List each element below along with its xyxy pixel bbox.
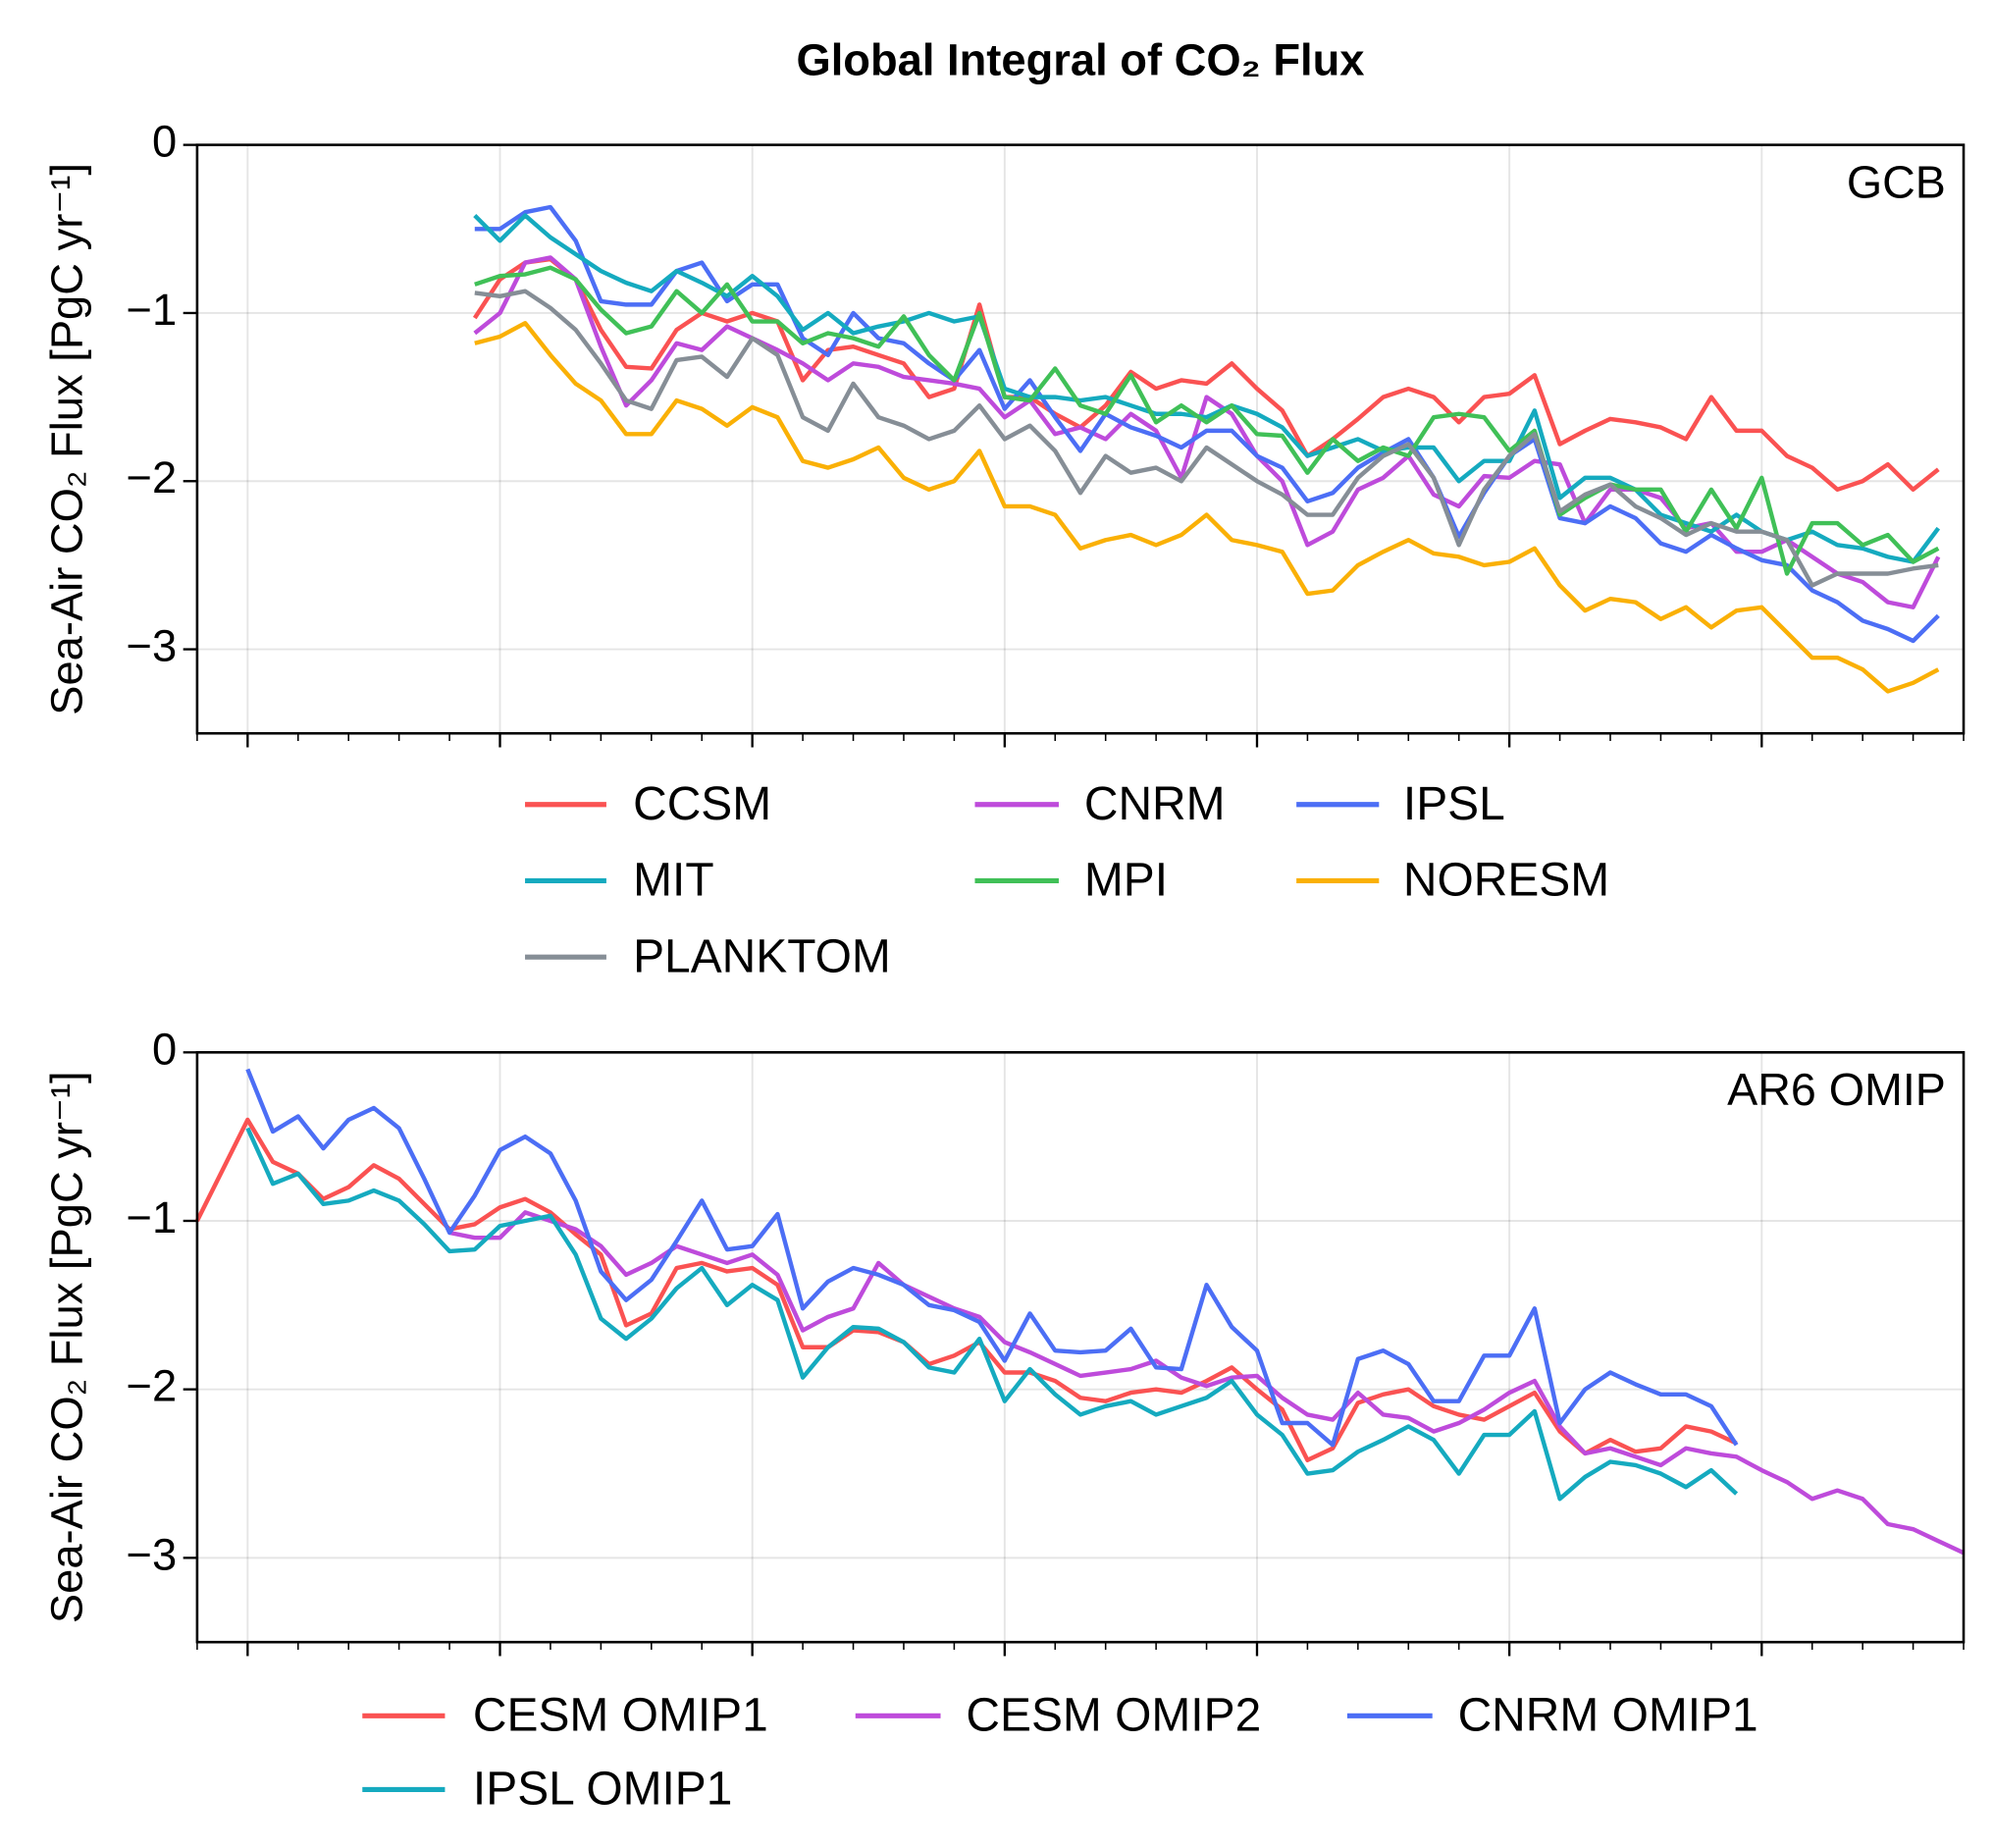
series-line — [474, 265, 1940, 576]
legend-label: IPSL — [1403, 778, 1505, 830]
series-line — [245, 1068, 1739, 1448]
y-tick-label: −2 — [127, 452, 178, 502]
y-axis-label: Sea-Air CO₂ Flux [PgC yr⁻¹] — [41, 1071, 91, 1623]
legend-label: NORESM — [1403, 855, 1609, 907]
axes-frame — [195, 1051, 1966, 1644]
figure-title: Global Integral of CO₂ Flux — [796, 35, 1364, 85]
y-tick-label: 0 — [152, 117, 177, 167]
legend-label: CESM OMIP2 — [966, 1690, 1261, 1742]
y-axis-label: Sea-Air CO₂ Flux [PgC yr⁻¹] — [41, 163, 91, 715]
legend-label: CNRM OMIP1 — [1458, 1690, 1758, 1742]
y-tick-label: −1 — [127, 285, 178, 335]
y-tick-label: −3 — [127, 621, 178, 671]
legend-label: CNRM — [1084, 778, 1226, 830]
series-line — [245, 1127, 1739, 1502]
y-tick-label: 0 — [152, 1024, 177, 1074]
legend-label: MIT — [633, 855, 713, 907]
legend-label: PLANKTOM — [633, 930, 891, 982]
series-line — [448, 1210, 1965, 1556]
y-tick-label: −2 — [127, 1361, 178, 1411]
legend-label: MPI — [1084, 855, 1168, 907]
series-line — [474, 321, 1940, 694]
panel-label: GCB — [1847, 156, 1946, 207]
axes-frame — [195, 143, 1966, 735]
legend-label: IPSL OMIP1 — [473, 1764, 732, 1816]
y-tick-label: −3 — [127, 1529, 178, 1579]
series-line — [472, 256, 1940, 493]
legend-label: CCSM — [633, 778, 771, 830]
legend-label: CESM OMIP1 — [473, 1690, 768, 1742]
y-tick-label: −1 — [127, 1192, 178, 1242]
series-line — [474, 204, 1940, 644]
panel-label: AR6 OMIP — [1727, 1064, 1946, 1115]
series-line — [474, 289, 1939, 588]
